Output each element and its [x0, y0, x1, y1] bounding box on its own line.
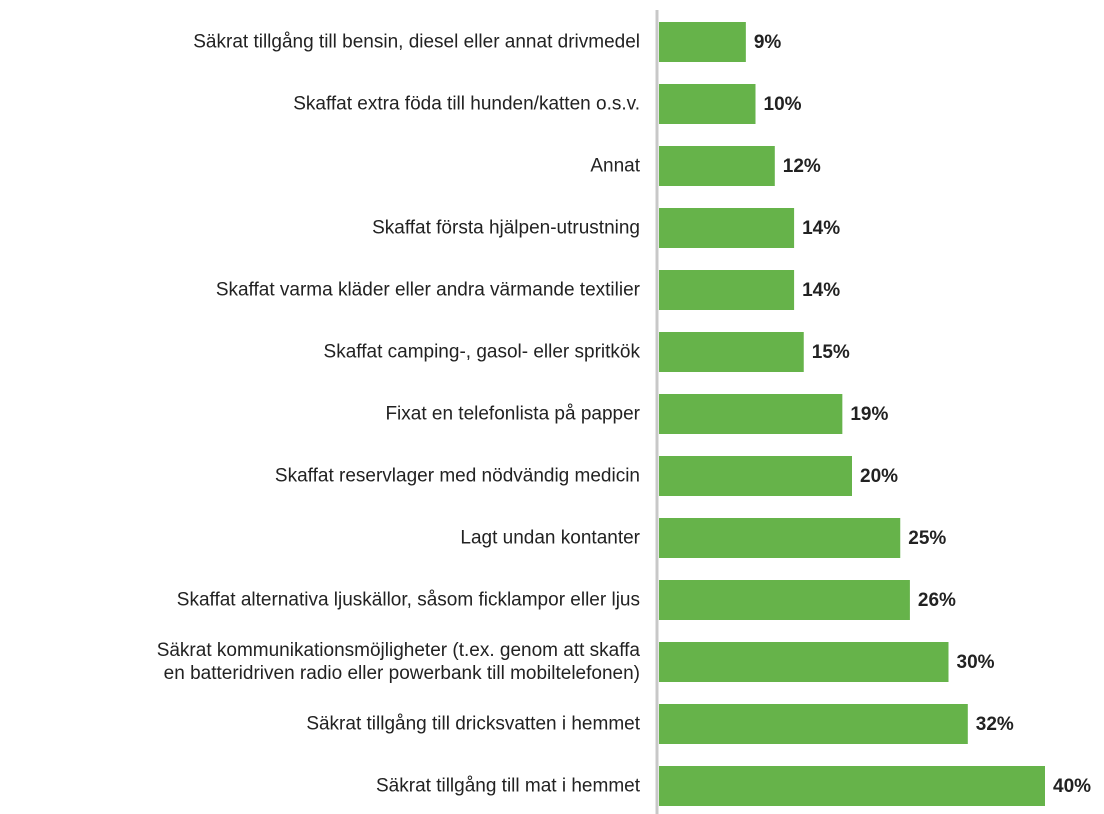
value-label: 14% — [802, 280, 840, 301]
bar — [659, 766, 1045, 806]
value-label: 30% — [957, 652, 995, 673]
category-label: Säkrat tillgång till bensin, diesel elle… — [193, 31, 640, 53]
value-label: 20% — [860, 466, 898, 487]
value-label: 25% — [908, 528, 946, 549]
category-label: Annat — [590, 155, 640, 177]
value-label: 10% — [764, 94, 802, 115]
bar — [659, 394, 843, 434]
bar — [659, 642, 949, 682]
value-label: 32% — [976, 714, 1014, 735]
category-label: Säkrat tillgång till dricksvatten i hemm… — [306, 713, 640, 735]
bar — [659, 84, 756, 124]
category-label: Säkrat kommunikationsmöjligheter (t.ex. … — [156, 640, 640, 684]
bar — [659, 456, 852, 496]
category-label: Skaffat extra föda till hunden/katten o.… — [293, 93, 640, 115]
bar — [659, 704, 968, 744]
category-label: Säkrat tillgång till mat i hemmet — [376, 775, 640, 797]
bar — [659, 270, 795, 310]
bar — [659, 518, 901, 558]
category-label: Skaffat camping-, gasol- eller spritkök — [323, 341, 640, 363]
category-label: Skaffat varma kläder eller andra värmand… — [215, 279, 640, 301]
value-label: 14% — [802, 218, 840, 239]
value-label: 12% — [783, 156, 821, 177]
value-label: 19% — [850, 404, 888, 425]
category-label: Skaffat första hjälpen-utrustning — [372, 217, 640, 239]
bar — [659, 22, 746, 62]
value-label: 40% — [1053, 776, 1091, 797]
bar — [659, 332, 804, 372]
value-label: 9% — [754, 32, 782, 53]
bar — [659, 146, 775, 186]
value-label: 26% — [918, 590, 956, 611]
category-label: Lagt undan kontanter — [460, 527, 640, 549]
bar — [659, 580, 910, 620]
value-label: 15% — [812, 342, 850, 363]
bar — [659, 208, 795, 248]
category-label: Skaffat reservlager med nödvändig medici… — [274, 465, 640, 487]
category-label: Skaffat alternativa ljuskällor, såsom fi… — [176, 589, 640, 611]
category-label: Fixat en telefonlista på papper — [385, 403, 640, 425]
